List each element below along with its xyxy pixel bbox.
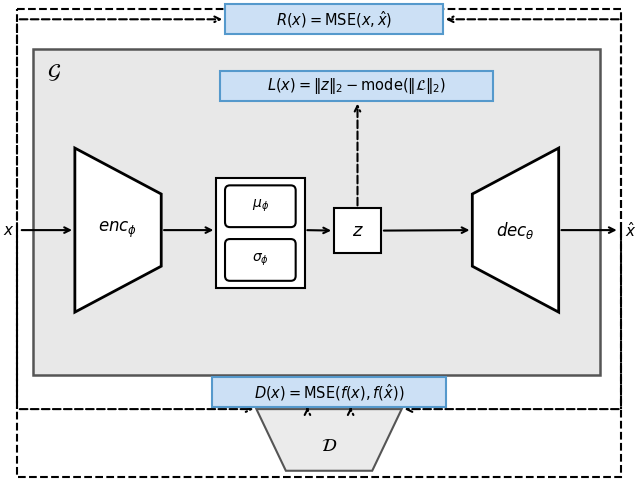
- Bar: [216, 178, 305, 288]
- Text: $\mathcal{D}$: $\mathcal{D}$: [321, 437, 337, 455]
- Polygon shape: [472, 148, 559, 312]
- Text: $\sigma_\phi$: $\sigma_\phi$: [252, 252, 269, 268]
- Bar: [334, 208, 381, 253]
- Text: $\hat{x}$: $\hat{x}$: [625, 221, 637, 240]
- Text: $z$: $z$: [351, 222, 364, 240]
- Text: $L(x) = \|z\|_2 - \mathrm{mode}(\|\mathcal{L}\|_2)$: $L(x) = \|z\|_2 - \mathrm{mode}(\|\mathc…: [267, 76, 446, 96]
- Bar: [220, 71, 493, 101]
- Text: $x$: $x$: [3, 223, 15, 238]
- Bar: [33, 49, 600, 375]
- Text: $R(x) = \mathrm{MSE}(x, \hat{x})$: $R(x) = \mathrm{MSE}(x, \hat{x})$: [276, 9, 392, 30]
- Text: $\mathcal{G}$: $\mathcal{G}$: [47, 63, 61, 83]
- Text: $dec_\theta$: $dec_\theta$: [496, 220, 535, 241]
- FancyBboxPatch shape: [225, 239, 296, 281]
- Text: $\mu_\phi$: $\mu_\phi$: [252, 198, 269, 215]
- Text: $enc_\phi$: $enc_\phi$: [99, 220, 138, 240]
- FancyBboxPatch shape: [225, 185, 296, 227]
- Bar: [212, 377, 446, 407]
- Text: $D(x) = \mathrm{MSE}(f(x), f(\hat{x}))$: $D(x) = \mathrm{MSE}(f(x), f(\hat{x}))$: [254, 382, 404, 402]
- Bar: [225, 4, 443, 34]
- Polygon shape: [257, 409, 402, 471]
- Polygon shape: [75, 148, 161, 312]
